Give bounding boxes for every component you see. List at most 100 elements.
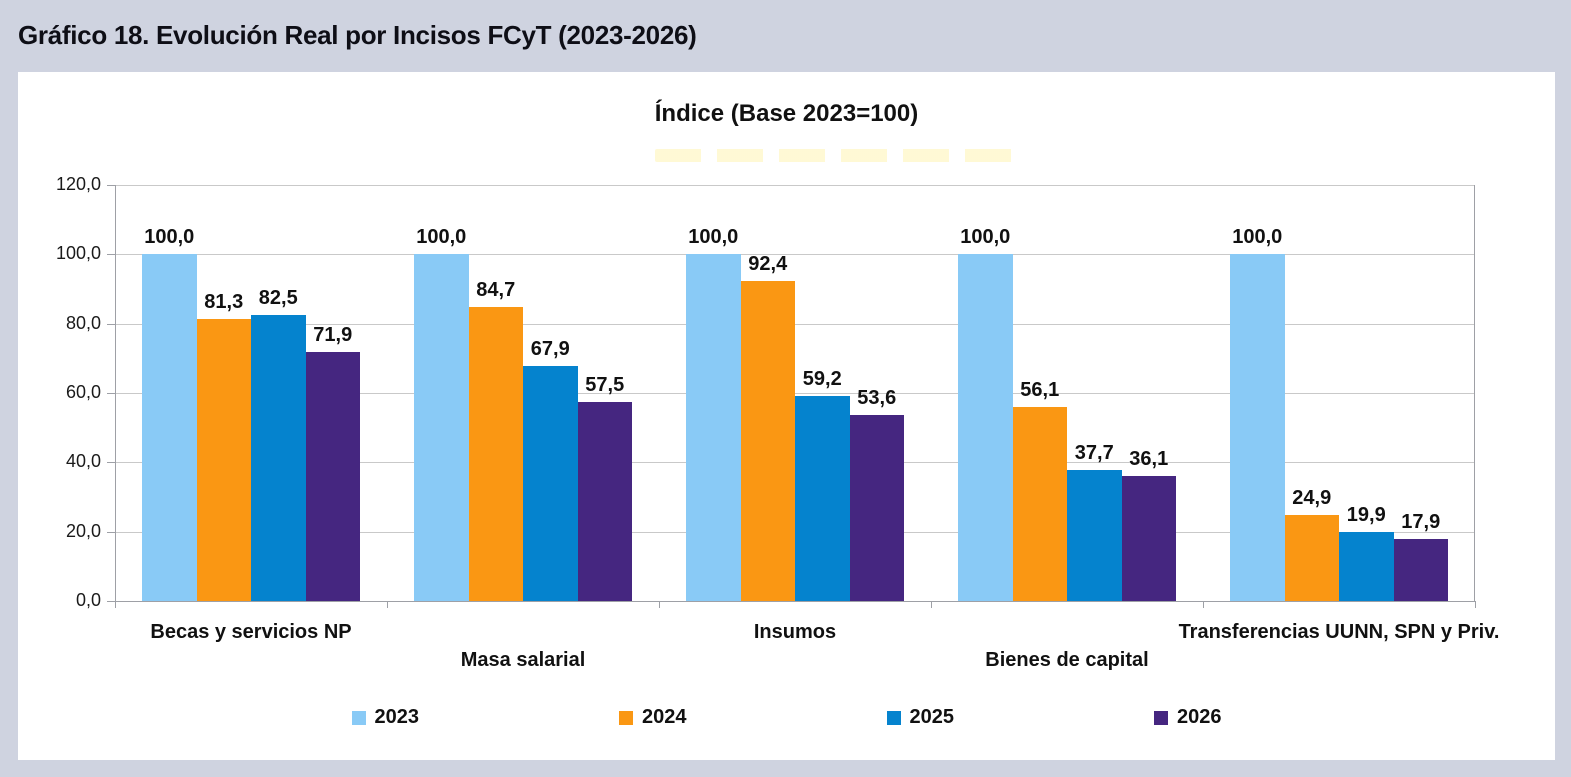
axis-line-right xyxy=(1474,185,1475,601)
bar-slot: 53,6 xyxy=(849,185,904,601)
legend-swatch-icon xyxy=(351,710,366,725)
bar-group: 100,0 81,3 82,5 71,9 xyxy=(115,185,387,601)
bar-slot: 24,9 xyxy=(1284,185,1339,601)
bar-2025 xyxy=(523,365,578,601)
bar-value-label: 57,5 xyxy=(585,373,625,396)
axis-line-bottom xyxy=(115,601,1475,602)
bar-value-label: 92,4 xyxy=(748,252,788,275)
legend-item-2025: 2025 xyxy=(886,706,955,729)
bar-slot: 36,1 xyxy=(1121,185,1176,601)
bar-value-label: 100,0 xyxy=(960,226,1011,249)
bar-2026 xyxy=(1393,538,1448,601)
bar-value-label: 36,1 xyxy=(1129,447,1169,470)
bar-slot: 59,2 xyxy=(795,185,850,601)
bar-2025 xyxy=(251,315,306,601)
bar-2024 xyxy=(196,319,251,601)
bar-groups: 100,0 81,3 82,5 71,9 100,0 84,7 67,9 57,5 100,0 9… xyxy=(115,185,1475,601)
bar-2023 xyxy=(142,254,197,601)
category-label: Transferencias UUNN, SPN y Priv. xyxy=(1178,621,1500,643)
bar-2023 xyxy=(958,254,1013,601)
bar-value-label: 56,1 xyxy=(1020,378,1060,401)
x-axis-tick xyxy=(931,601,932,608)
bar-slot: 17,9 xyxy=(1393,185,1448,601)
y-axis-label: 40,0 xyxy=(65,451,101,472)
bar-value-label: 37,7 xyxy=(1074,442,1114,465)
bar-value-label: 100,0 xyxy=(688,226,739,249)
chart-panel: Índice (Base 2023=100) 100,0 81,3 82,5 71,9… xyxy=(18,72,1555,760)
y-axis-tick xyxy=(107,185,115,186)
x-axis-tick xyxy=(1203,601,1204,608)
bar-slot: 82,5 xyxy=(251,185,306,601)
axis-line-left xyxy=(115,185,116,601)
bar-group: 100,0 56,1 37,7 36,1 xyxy=(931,185,1203,601)
bar-value-label: 100,0 xyxy=(1232,226,1283,249)
x-axis-tick xyxy=(115,601,116,608)
bar-slot: 100,0 xyxy=(958,185,1013,601)
legend-label: 2025 xyxy=(909,706,955,728)
y-axis-label: 0,0 xyxy=(75,590,101,610)
legend-label: 2026 xyxy=(1177,706,1222,728)
ghost-artifact xyxy=(655,149,1021,162)
bar-slot: 71,9 xyxy=(305,185,360,601)
y-axis-tick xyxy=(107,393,115,394)
category-label: Bienes de capital xyxy=(985,649,1149,671)
bar-group: 100,0 92,4 59,2 53,6 xyxy=(659,185,931,601)
legend-item-2023: 2023 xyxy=(351,706,420,729)
bar-slot: 100,0 xyxy=(686,185,741,601)
y-axis-label: 20,0 xyxy=(65,520,101,541)
bar-2026 xyxy=(1121,475,1176,601)
legend-swatch-icon xyxy=(1154,710,1168,725)
category-label: Becas y servicios NP xyxy=(150,621,352,643)
bar-slot: 19,9 xyxy=(1339,185,1394,601)
legend-item-2026: 2026 xyxy=(1154,706,1222,729)
bar-value-label: 67,9 xyxy=(530,337,570,360)
y-axis-label: 100,0 xyxy=(55,243,101,264)
bar-2023 xyxy=(686,254,741,601)
bar-slot: 84,7 xyxy=(468,185,523,601)
legend-label: 2024 xyxy=(642,706,687,728)
legend-swatch-icon xyxy=(619,710,633,725)
bar-slot: 67,9 xyxy=(523,185,578,601)
bar-2024 xyxy=(468,307,523,601)
y-axis-label: 60,0 xyxy=(65,382,101,402)
bar-2024 xyxy=(1284,514,1339,601)
bar-slot: 92,4 xyxy=(740,185,795,601)
bar-2025 xyxy=(795,395,850,601)
bar-value-label: 59,2 xyxy=(802,367,842,390)
bar-2025 xyxy=(1067,470,1122,601)
bar-2023 xyxy=(1230,254,1285,601)
y-axis-tick xyxy=(107,462,115,464)
bar-slot: 100,0 xyxy=(414,185,469,601)
legend-swatch-icon xyxy=(886,710,901,725)
bar-slot: 37,7 xyxy=(1067,185,1122,601)
bar-value-label: 81,3 xyxy=(204,291,244,314)
bar-group: 100,0 24,9 19,9 17,9 xyxy=(1203,185,1475,601)
gridline xyxy=(115,185,1475,186)
gridline xyxy=(115,393,1475,394)
bar-2025 xyxy=(1339,532,1394,601)
bar-2024 xyxy=(1012,406,1067,601)
bar-2026 xyxy=(305,351,360,601)
gridline xyxy=(115,323,1475,325)
y-axis-tick xyxy=(107,531,115,533)
category-label: Insumos xyxy=(753,621,837,643)
legend-item-2024: 2024 xyxy=(619,706,687,729)
x-axis-tick xyxy=(387,601,388,608)
y-axis-tick xyxy=(107,254,115,256)
bar-value-label: 100,0 xyxy=(144,226,195,249)
x-axis-tick xyxy=(659,601,660,608)
y-axis-tick xyxy=(107,323,115,325)
bar-value-label: 24,9 xyxy=(1292,486,1332,509)
bar-value-label: 19,9 xyxy=(1346,504,1386,527)
bar-slot: 57,5 xyxy=(577,185,632,601)
bar-2023 xyxy=(414,254,469,601)
bar-group: 100,0 84,7 67,9 57,5 xyxy=(387,185,659,601)
bar-value-label: 71,9 xyxy=(313,323,353,346)
bar-2024 xyxy=(740,280,795,601)
bar-slot: 100,0 xyxy=(142,185,197,601)
bar-value-label: 100,0 xyxy=(416,226,467,249)
bar-value-label: 17,9 xyxy=(1401,510,1441,533)
y-axis-tick xyxy=(107,601,115,602)
legend-label: 2023 xyxy=(374,706,420,728)
chart-title: Índice (Base 2023=100) xyxy=(654,100,919,127)
